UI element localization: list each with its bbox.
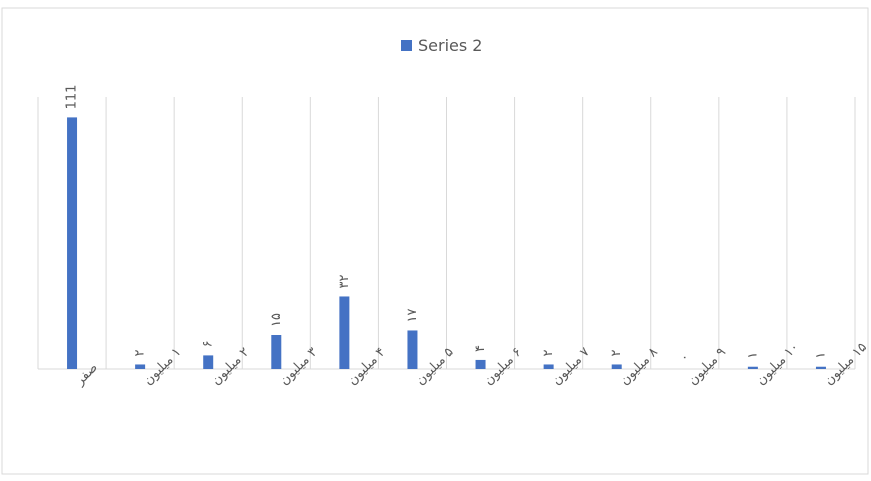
data-label: ۶ — [201, 340, 216, 347]
data-label: ۱ — [813, 352, 828, 359]
bar — [339, 296, 350, 369]
data-label: ۱۵ — [269, 313, 284, 327]
data-label: ۰ — [677, 354, 692, 361]
data-label: ۲ — [541, 349, 556, 356]
bar — [203, 355, 214, 369]
bar — [271, 335, 282, 369]
data-label: ۳۲ — [337, 274, 352, 288]
legend-swatch — [401, 40, 412, 51]
data-label: 111 — [65, 85, 80, 110]
data-label: ۴ — [473, 345, 488, 352]
bar — [407, 330, 418, 369]
data-label: ۱ — [745, 352, 760, 359]
bar — [135, 364, 146, 369]
bar — [611, 364, 622, 369]
data-label: ۱۷ — [405, 308, 420, 322]
chart-border — [1, 7, 869, 475]
data-label: ۲ — [133, 349, 148, 356]
data-label: ۲ — [609, 349, 624, 356]
bar — [475, 359, 486, 369]
bar — [543, 364, 554, 369]
bar — [815, 366, 826, 369]
legend-label: Series 2 — [418, 36, 482, 55]
bar — [67, 117, 78, 370]
bar — [747, 366, 758, 369]
